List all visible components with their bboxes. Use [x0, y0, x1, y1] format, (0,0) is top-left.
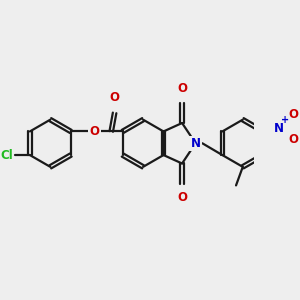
Text: N: N [273, 122, 284, 135]
Text: O: O [89, 125, 99, 138]
Text: O: O [289, 108, 298, 121]
Text: -: - [299, 104, 300, 118]
Text: O: O [177, 82, 187, 95]
Text: Cl: Cl [0, 148, 13, 162]
Text: +: + [281, 116, 289, 125]
Text: O: O [289, 134, 298, 146]
Text: O: O [177, 191, 187, 204]
Text: N: N [190, 137, 201, 150]
Text: O: O [110, 92, 120, 104]
